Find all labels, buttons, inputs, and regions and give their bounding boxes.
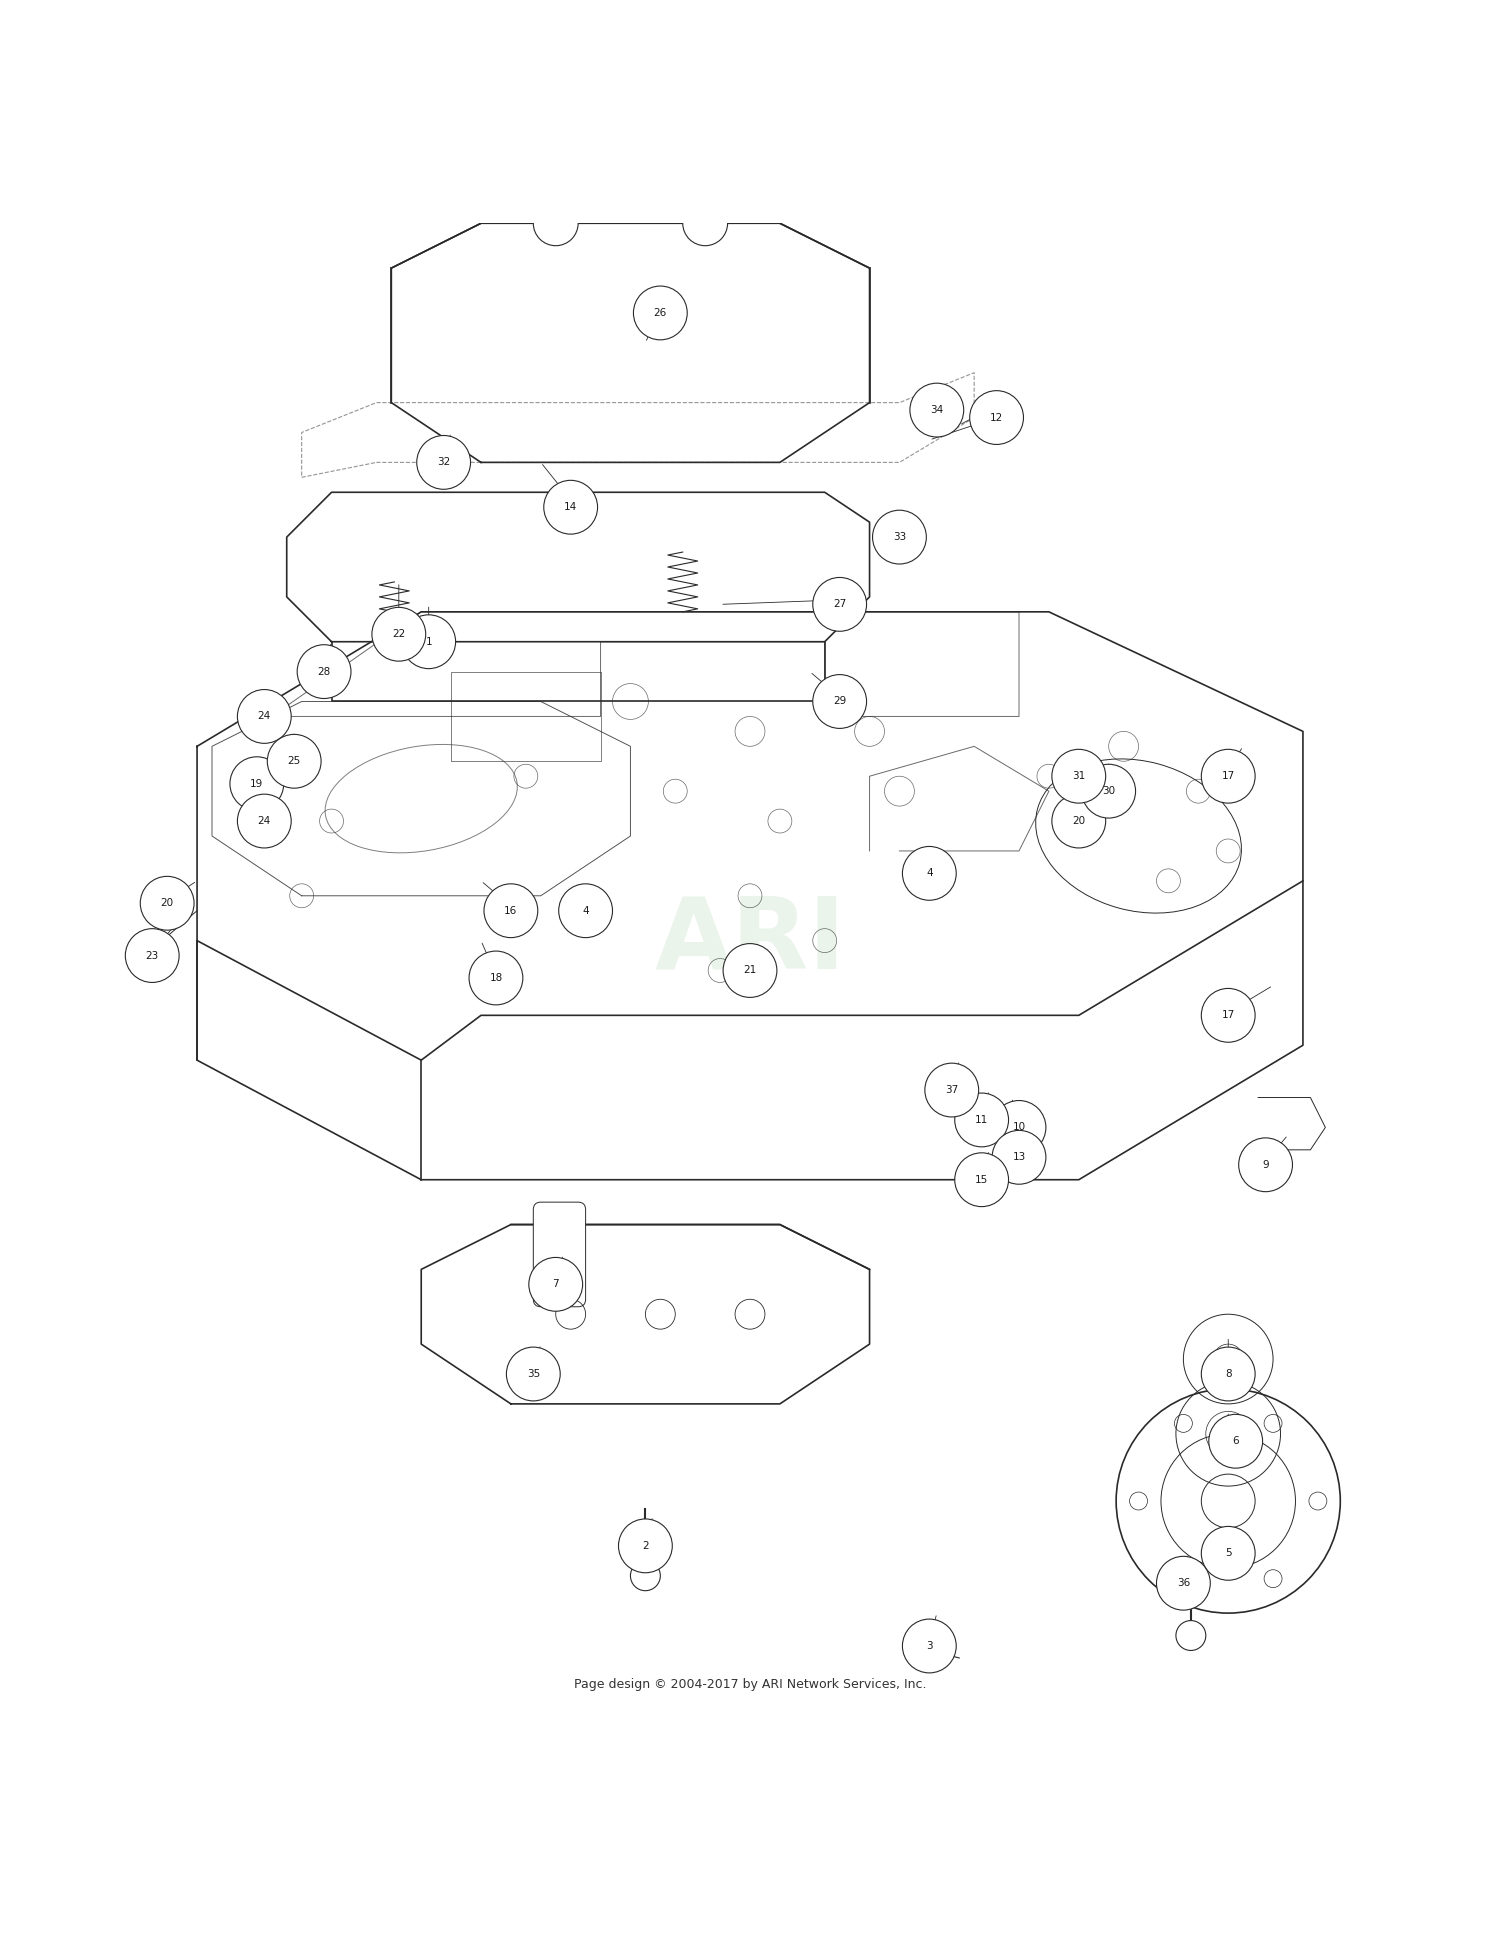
Circle shape (1082, 765, 1136, 817)
Circle shape (992, 1130, 1045, 1184)
Text: 15: 15 (975, 1174, 988, 1184)
Text: 14: 14 (564, 503, 578, 512)
Circle shape (230, 757, 284, 811)
Circle shape (954, 1093, 1008, 1147)
Text: 37: 37 (945, 1085, 958, 1095)
Text: 32: 32 (436, 458, 450, 468)
Circle shape (297, 644, 351, 699)
Circle shape (267, 734, 321, 788)
Text: 21: 21 (744, 965, 756, 976)
Circle shape (1264, 1570, 1282, 1588)
Circle shape (1052, 794, 1106, 848)
Circle shape (1264, 1415, 1282, 1432)
Circle shape (1202, 749, 1255, 804)
Text: 5: 5 (1226, 1549, 1232, 1559)
Text: 1: 1 (426, 637, 432, 646)
Text: 22: 22 (392, 629, 405, 639)
Text: 4: 4 (926, 868, 933, 879)
Text: 20: 20 (1072, 815, 1086, 827)
Circle shape (910, 382, 963, 437)
Text: 2: 2 (642, 1541, 648, 1551)
Text: 19: 19 (251, 778, 264, 788)
Text: 33: 33 (892, 532, 906, 542)
Circle shape (534, 200, 578, 247)
Text: 34: 34 (930, 406, 944, 415)
Text: 27: 27 (833, 600, 846, 609)
Circle shape (507, 1347, 560, 1401)
Circle shape (470, 951, 524, 1005)
Circle shape (1209, 1415, 1263, 1467)
Text: 4: 4 (582, 906, 590, 916)
Circle shape (1310, 1493, 1328, 1510)
Circle shape (1202, 988, 1255, 1042)
Text: 28: 28 (318, 666, 330, 677)
Circle shape (873, 510, 927, 565)
Text: 18: 18 (489, 972, 502, 982)
Circle shape (544, 479, 597, 534)
Text: 25: 25 (288, 757, 302, 767)
Text: 13: 13 (1013, 1153, 1026, 1163)
Circle shape (402, 615, 456, 668)
Circle shape (1156, 1557, 1210, 1611)
Text: 10: 10 (1013, 1122, 1026, 1132)
Circle shape (1202, 1347, 1255, 1401)
Circle shape (558, 883, 612, 938)
Text: 20: 20 (160, 899, 174, 908)
Text: 17: 17 (1221, 1011, 1234, 1021)
Text: 7: 7 (552, 1279, 560, 1289)
Text: 23: 23 (146, 951, 159, 961)
Circle shape (618, 1520, 672, 1572)
Text: 6: 6 (1233, 1436, 1239, 1446)
Text: 24: 24 (258, 712, 272, 722)
Circle shape (126, 928, 178, 982)
Circle shape (969, 390, 1023, 444)
Circle shape (1174, 1415, 1192, 1432)
Circle shape (723, 943, 777, 998)
Circle shape (1202, 1526, 1255, 1580)
Circle shape (992, 1101, 1045, 1155)
Circle shape (633, 285, 687, 340)
Text: Page design © 2004-2017 by ARI Network Services, Inc.: Page design © 2004-2017 by ARI Network S… (573, 1679, 926, 1691)
Circle shape (954, 1153, 1008, 1207)
Circle shape (903, 846, 956, 901)
Circle shape (1174, 1570, 1192, 1588)
Text: 24: 24 (258, 815, 272, 827)
Circle shape (372, 608, 426, 662)
Text: 35: 35 (526, 1368, 540, 1378)
Circle shape (1130, 1493, 1148, 1510)
Circle shape (813, 578, 867, 631)
Circle shape (813, 675, 867, 728)
Circle shape (141, 875, 194, 930)
Text: 9: 9 (1263, 1161, 1269, 1170)
Circle shape (630, 1561, 660, 1592)
Text: 17: 17 (1221, 771, 1234, 780)
Circle shape (237, 794, 291, 848)
Text: 16: 16 (504, 906, 518, 916)
Circle shape (1239, 1137, 1293, 1192)
Text: 12: 12 (990, 413, 1004, 423)
Text: 30: 30 (1102, 786, 1114, 796)
Text: 31: 31 (1072, 771, 1086, 780)
Text: 3: 3 (926, 1640, 933, 1652)
Circle shape (417, 435, 471, 489)
Circle shape (682, 200, 728, 247)
FancyBboxPatch shape (534, 1201, 585, 1306)
Circle shape (1176, 1621, 1206, 1650)
Circle shape (1052, 749, 1106, 804)
Text: 26: 26 (654, 309, 668, 318)
Circle shape (530, 1258, 582, 1312)
Circle shape (903, 1619, 956, 1673)
Text: 36: 36 (1178, 1578, 1190, 1588)
Text: 11: 11 (975, 1114, 988, 1126)
Text: ARI: ARI (654, 893, 846, 990)
Circle shape (484, 883, 538, 938)
Text: 8: 8 (1226, 1368, 1232, 1378)
Text: 29: 29 (833, 697, 846, 707)
Circle shape (237, 689, 291, 743)
Circle shape (926, 1064, 978, 1116)
